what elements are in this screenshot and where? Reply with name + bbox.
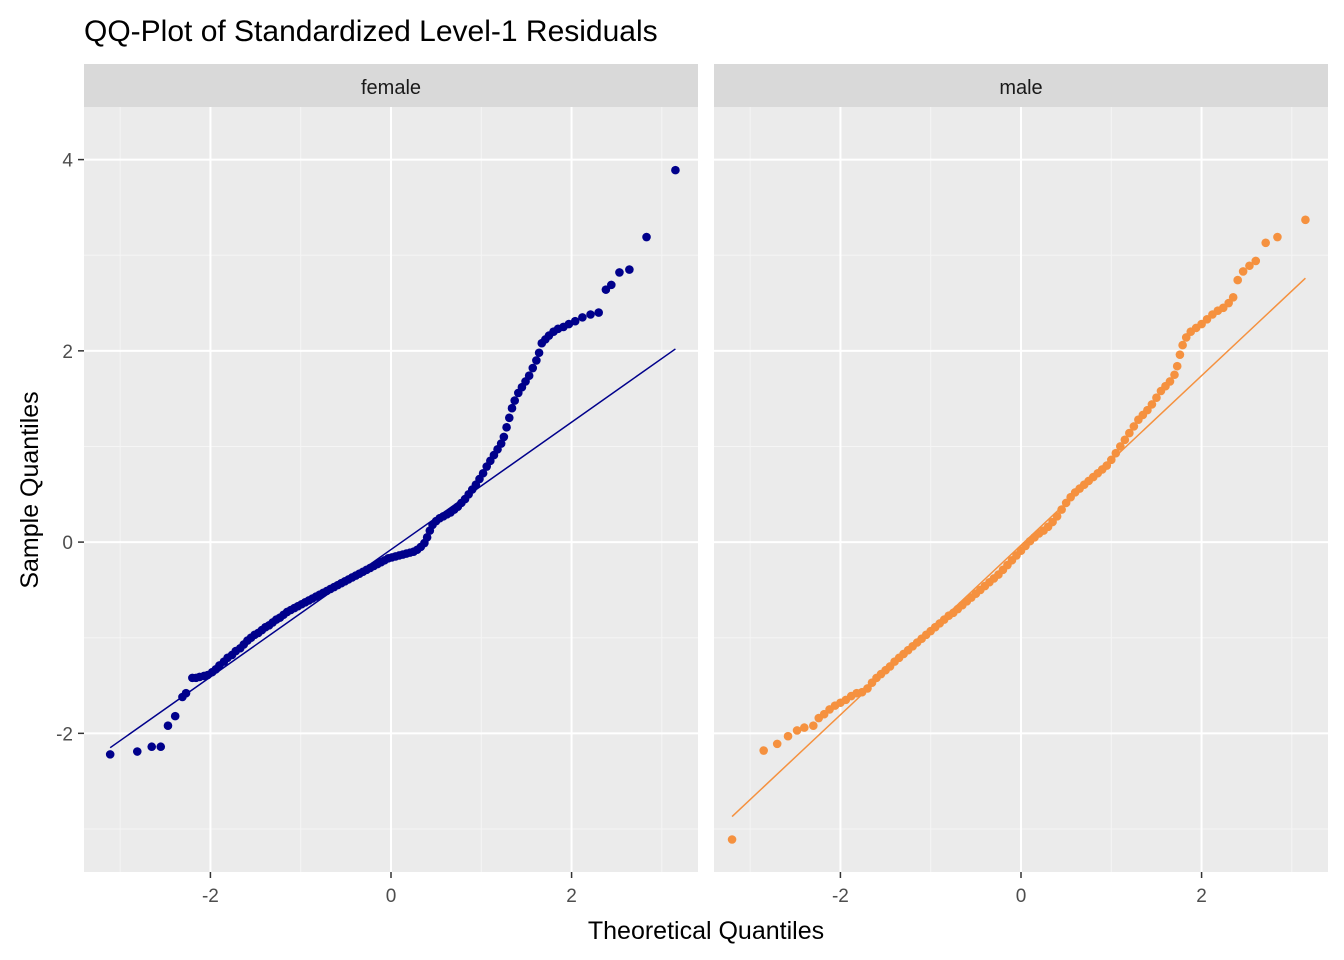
data-point-male	[1152, 393, 1161, 403]
data-point-male	[727, 835, 737, 844]
data-point-male	[1116, 442, 1125, 451]
data-point-female	[504, 413, 514, 423]
data-point-male	[1106, 455, 1116, 465]
data-point-female	[625, 265, 634, 274]
data-point-male	[1147, 400, 1157, 409]
data-point-male	[1052, 511, 1062, 521]
data-point-female	[586, 310, 595, 319]
data-point-male	[1178, 340, 1187, 350]
data-point-male	[1238, 267, 1248, 276]
gridlines-male	[714, 107, 1328, 872]
data-point-male	[1057, 505, 1066, 514]
qq-reference-line-female	[109, 348, 676, 749]
x-tick-label: 0	[386, 886, 397, 907]
y-axis-title: Sample Quantiles	[16, 391, 44, 588]
y-tick-label: 2	[62, 342, 73, 363]
data-point-male	[799, 723, 809, 732]
facet-panel-male: male	[714, 64, 1328, 872]
data-point-male	[1172, 361, 1182, 371]
facet-strip-label-female: female	[361, 77, 421, 99]
facet-strip-label-male: male	[999, 77, 1042, 99]
data-point-male	[759, 746, 768, 755]
data-point-male	[1165, 377, 1175, 386]
data-point-female	[422, 533, 432, 542]
data-point-male	[1233, 275, 1243, 285]
data-point-female	[507, 403, 517, 413]
points-group-male	[727, 215, 1310, 844]
data-point-female	[534, 348, 544, 358]
x-tick-label: 2	[1196, 886, 1207, 907]
data-point-male	[1273, 232, 1282, 242]
x-tick-label: 0	[1016, 886, 1027, 907]
data-point-male	[1245, 261, 1254, 271]
data-point-female	[594, 308, 603, 317]
data-point-female	[147, 742, 157, 752]
data-point-female	[615, 268, 624, 277]
data-point-male	[783, 731, 793, 741]
data-point-male	[772, 739, 782, 749]
facet-strip-male	[714, 64, 1328, 107]
data-point-female	[163, 721, 173, 730]
x-tick-label: 2	[566, 886, 577, 907]
data-point-male	[1261, 238, 1270, 248]
data-point-male	[1175, 350, 1185, 359]
data-point-female	[578, 313, 587, 322]
data-point-female	[496, 439, 506, 448]
data-point-male	[1111, 448, 1121, 458]
data-point-female	[170, 711, 180, 721]
data-point-male	[1170, 370, 1179, 380]
chart-title: QQ-Plot of Standardized Level-1 Residual…	[84, 15, 658, 48]
data-point-female	[105, 750, 115, 759]
x-axis-title: Theoretical Quantiles	[588, 917, 824, 945]
data-point-female	[607, 280, 616, 290]
y-tick-label: 4	[62, 151, 73, 172]
y-axis: -2 0 2 4	[56, 151, 84, 745]
data-point-male	[1129, 422, 1139, 431]
points-group-female	[105, 165, 680, 759]
data-point-female	[570, 316, 580, 326]
facet-strip-female	[84, 64, 698, 107]
data-point-male	[1251, 256, 1261, 266]
reference-line-group-female	[109, 348, 676, 749]
data-point-female	[156, 742, 166, 752]
data-point-female	[528, 363, 538, 373]
data-point-female	[532, 356, 541, 365]
data-point-male	[809, 721, 818, 730]
data-point-female	[671, 165, 680, 175]
y-tick-label: -2	[56, 724, 73, 745]
data-point-female	[510, 396, 520, 405]
x-tick-label: -2	[832, 886, 849, 907]
facet-panel-female: female	[84, 64, 698, 872]
data-point-male	[792, 726, 802, 735]
data-point-female	[524, 371, 534, 381]
data-point-female	[132, 747, 142, 756]
data-point-female	[499, 432, 509, 442]
gridlines-female	[84, 107, 698, 872]
data-point-male	[1228, 292, 1238, 302]
data-point-female	[478, 468, 488, 478]
data-point-female	[642, 232, 651, 242]
x-axis: -2 0 2 -2 0 2	[202, 872, 1207, 907]
x-tick-label: -2	[202, 886, 219, 907]
y-tick-label: 0	[62, 533, 73, 554]
data-point-male	[1301, 215, 1310, 225]
data-point-male	[1120, 435, 1130, 445]
data-point-female	[181, 688, 191, 698]
data-point-female	[502, 423, 511, 432]
data-point-male	[1125, 428, 1134, 438]
